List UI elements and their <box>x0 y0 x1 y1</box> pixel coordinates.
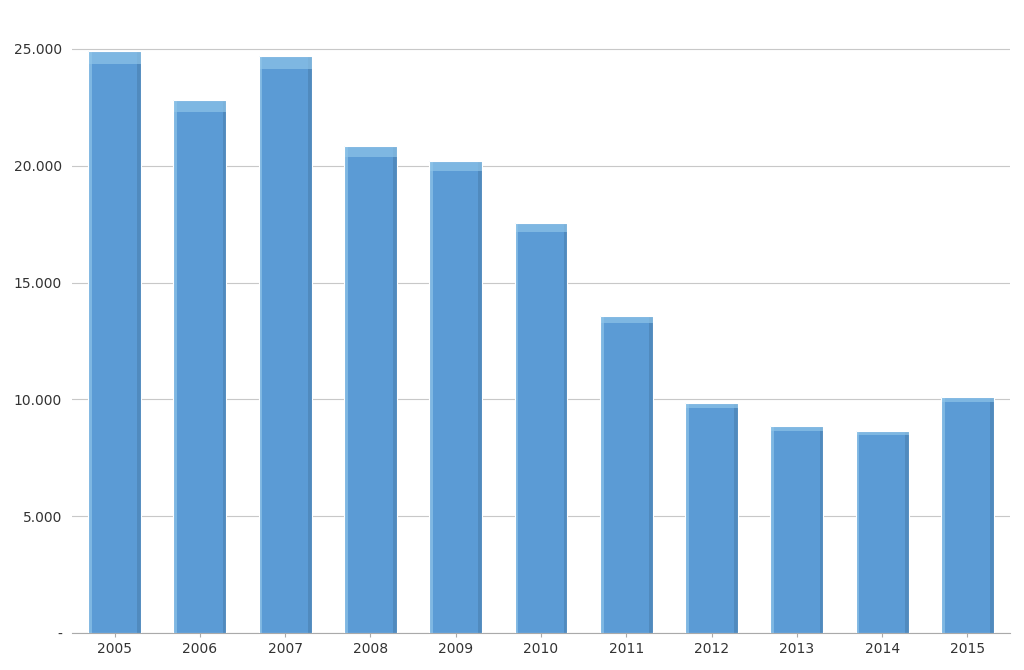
Bar <box>685 403 738 633</box>
Bar <box>514 223 567 633</box>
Bar <box>308 56 311 633</box>
Bar <box>259 56 311 68</box>
Bar <box>819 426 823 633</box>
Bar <box>941 397 945 633</box>
Bar <box>259 56 262 633</box>
Bar <box>137 52 141 633</box>
Bar <box>514 223 518 633</box>
Bar <box>770 426 823 633</box>
Bar <box>770 426 823 633</box>
Bar <box>222 100 226 633</box>
Bar <box>429 161 482 633</box>
Bar <box>856 431 908 436</box>
Bar <box>564 223 567 633</box>
Bar <box>685 403 738 408</box>
Bar <box>173 100 226 633</box>
Bar <box>856 431 859 633</box>
Bar <box>649 316 652 633</box>
Bar <box>941 397 994 633</box>
Bar <box>344 146 348 633</box>
Bar <box>856 431 908 633</box>
Bar <box>856 431 908 633</box>
Bar <box>88 52 141 633</box>
Bar <box>941 397 994 633</box>
Bar <box>88 52 141 64</box>
Bar <box>173 100 226 633</box>
Bar <box>905 431 908 633</box>
Bar <box>685 403 738 633</box>
Bar <box>770 426 823 431</box>
Bar <box>990 397 994 633</box>
Bar <box>344 146 397 157</box>
Bar <box>88 52 141 633</box>
Bar <box>173 100 226 112</box>
Bar <box>514 223 567 232</box>
Bar <box>734 403 738 633</box>
Bar <box>259 56 311 633</box>
Bar <box>393 146 397 633</box>
Bar <box>941 397 994 402</box>
Bar <box>429 161 482 633</box>
Bar <box>770 426 774 633</box>
Bar <box>344 146 397 633</box>
Bar <box>88 52 92 633</box>
Bar <box>478 161 482 633</box>
Bar <box>685 403 689 633</box>
Bar <box>259 56 311 633</box>
Bar <box>600 316 652 324</box>
Bar <box>600 316 652 633</box>
Bar <box>429 161 482 172</box>
Bar <box>344 146 397 633</box>
Bar <box>600 316 652 633</box>
Bar <box>429 161 433 633</box>
Bar <box>514 223 567 633</box>
Bar <box>600 316 603 633</box>
Bar <box>173 100 177 633</box>
